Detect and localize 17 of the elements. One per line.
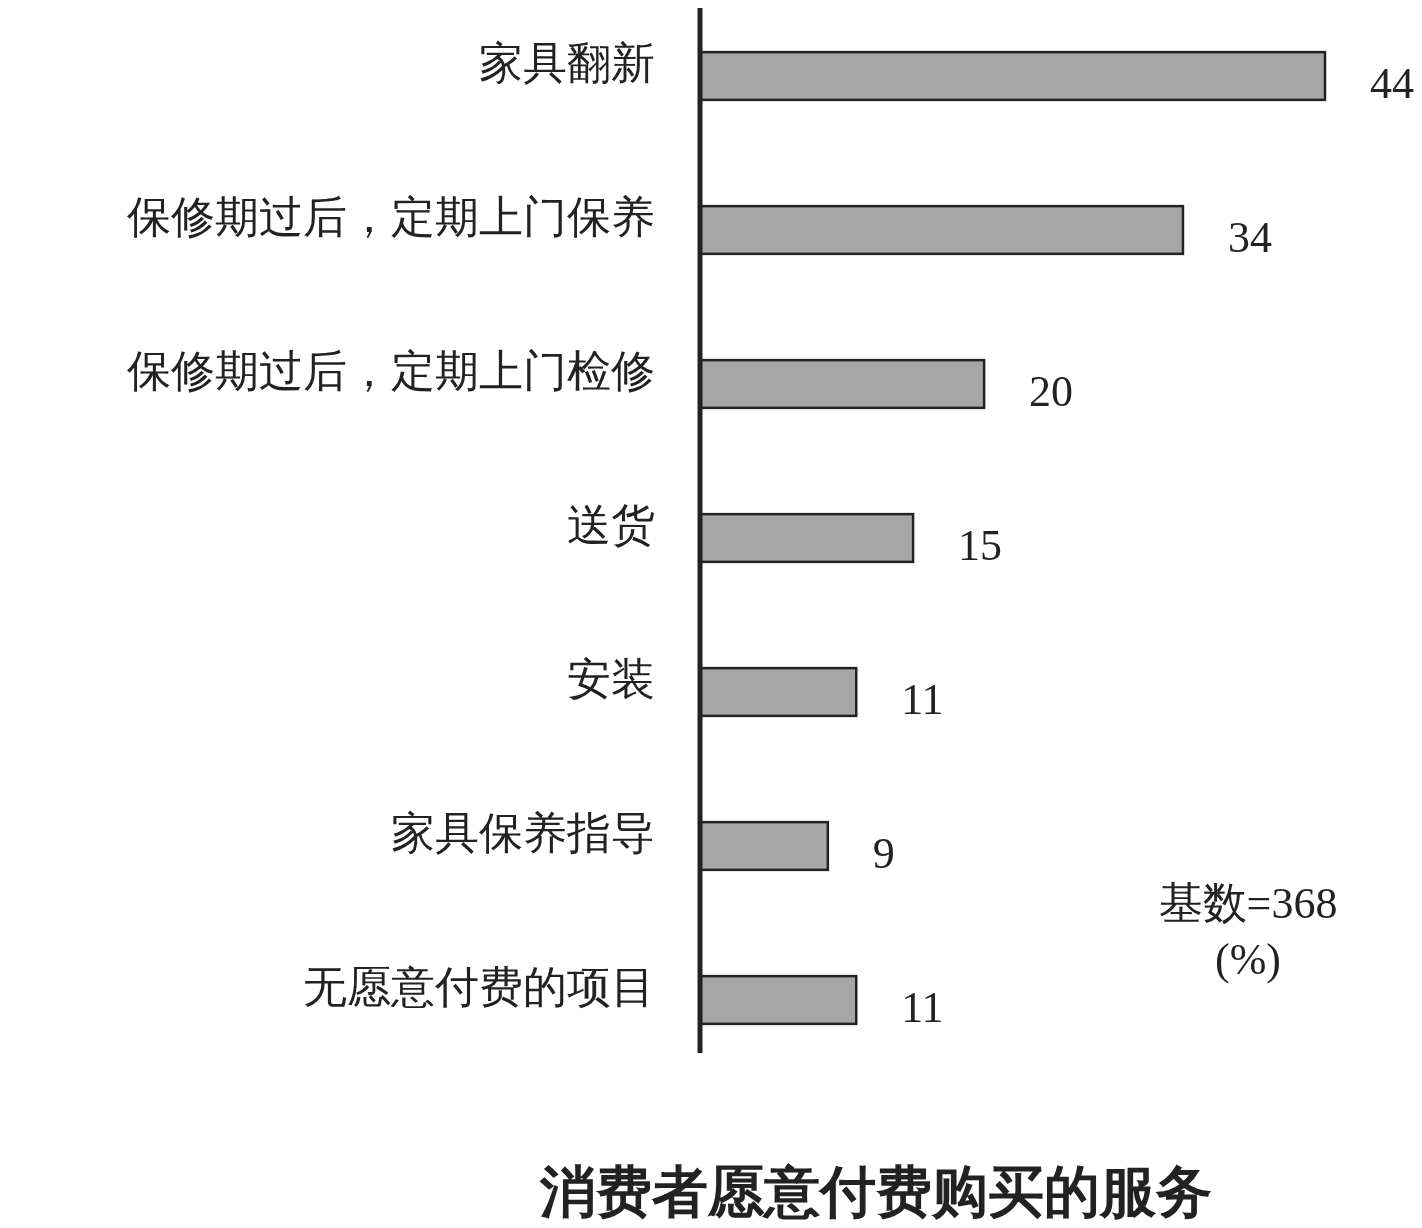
data-label: 15 bbox=[958, 521, 1003, 571]
y-tick-label: 送货 bbox=[567, 501, 655, 551]
text: 消费者愿意付费购买的服务 bbox=[539, 1160, 1212, 1223]
y-tick-label: 安装 bbox=[567, 655, 655, 705]
data-label: 44 bbox=[1370, 59, 1414, 109]
y-tick-label: 家具翻新 bbox=[479, 39, 655, 89]
data-label: 11 bbox=[901, 983, 944, 1033]
annotation: 基数=368 bbox=[1158, 879, 1338, 929]
y-tick-label: 保修期过后，定期上门检修 bbox=[127, 347, 655, 397]
annotation: (%) bbox=[1215, 935, 1281, 985]
data-label: 11 bbox=[901, 675, 944, 725]
y-tick-label: 家具保养指导 bbox=[391, 809, 655, 859]
data-label: 34 bbox=[1227, 213, 1272, 263]
y-tick-label: 保修期过后，定期上门保养 bbox=[127, 193, 655, 243]
y-tick-label: 无愿意付费的项目 bbox=[303, 963, 655, 1013]
data-label: 20 bbox=[1029, 367, 1074, 417]
data-label: 9 bbox=[872, 829, 895, 879]
